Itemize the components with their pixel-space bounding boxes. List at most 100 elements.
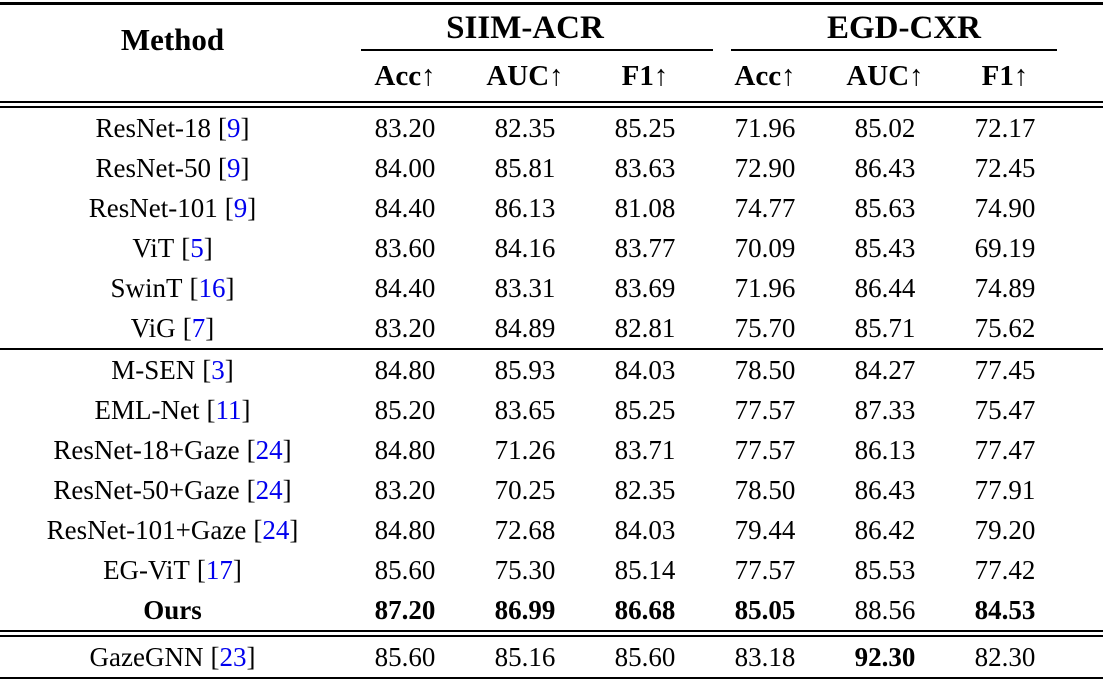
cite-bracket-close: ] [246,642,256,672]
method-label: ResNet-101+Gaze [46,515,247,545]
ours-double-rule [0,630,1103,637]
citation-link[interactable]: 23 [219,642,247,672]
metric-header-siim-acc: Acc↑ [374,59,436,92]
method-cell: ResNet-18+Gaze [24] [0,430,345,470]
method-cell: EG-ViT [17] [0,550,345,590]
method-label: ResNet-50 [95,153,211,183]
metric-cell: 84.40 [374,193,436,223]
citation-link[interactable]: 17 [205,555,233,585]
metric-cell: 69.19 [974,233,1036,263]
group-header-egd-cxr: EGD-CXR [705,5,1103,51]
metric-cell: 70.25 [494,475,556,505]
metric-header-egd-f1: F1↑ [981,59,1029,92]
method-cell: Ours [0,590,345,630]
method-cell: SwinT [16] [0,268,345,308]
cite-bracket-open: [ [181,233,191,263]
metric-header-siim-f1: F1↑ [621,59,669,92]
method-cell: ResNet-18 [9] [0,108,345,148]
metric-header-egd-auc: AUC↑ [846,59,924,92]
metric-cell: 83.71 [614,435,676,465]
metric-cell: 74.77 [734,193,796,223]
citation-link[interactable]: 16 [198,273,226,303]
metric-cell: 72.90 [734,153,796,183]
metric-cell: 85.93 [494,355,556,385]
table-row-emlnet: EML-Net [11] 85.20 83.65 85.25 77.57 87.3… [0,390,1103,430]
metric-header-row: Acc↑ AUC↑ F1↑ Acc↑ AUC↑ F1↑ [0,51,1103,101]
citation-link[interactable]: 11 [215,395,242,425]
method-column-header: Method [120,22,225,57]
metric-cell: 81.08 [614,193,676,223]
metric-cell: 84.03 [614,355,676,385]
metric-cell: 85.71 [854,313,916,343]
metric-cell: 85.53 [854,555,916,585]
metric-cell: 85.81 [494,153,556,183]
table-row-msen: M-SEN [3] 84.80 85.93 84.03 78.50 84.27 7… [0,350,1103,390]
metric-cell: 70.09 [734,233,796,263]
method-label: GazeGNN [89,642,204,672]
metric-cell: 86.13 [494,193,556,223]
metric-cell: 87.33 [854,395,916,425]
method-label: ResNet-18 [95,113,211,143]
metric-cell: 83.60 [374,233,436,263]
citation-link[interactable]: 5 [190,233,204,263]
metric-cell: 82.35 [494,113,556,143]
method-cell: ResNet-50 [9] [0,148,345,188]
citation-link[interactable]: 24 [255,475,283,505]
method-cell: GazeGNN [23] [0,637,345,677]
metric-cell: 84.27 [854,355,916,385]
metric-cell: 71.96 [734,273,796,303]
table-row-resnet18-gaze: ResNet-18+Gaze [24] 84.80 71.26 83.71 77.… [0,430,1103,470]
metric-cell: 85.25 [614,395,676,425]
metric-cell: 84.00 [374,153,436,183]
metric-cell: 86.13 [854,435,916,465]
metric-cell: 75.30 [494,555,556,585]
metric-cell: 86.68 [614,595,676,625]
metric-cell: 83.18 [734,642,796,672]
metric-cell: 74.89 [974,273,1036,303]
metric-cell: 83.20 [374,475,436,505]
method-label: Ours [143,595,202,625]
table-row-vit: ViT [5] 83.60 84.16 83.77 70.09 85.43 69.… [0,228,1103,268]
metric-cell: 83.63 [614,153,676,183]
metric-cell: 86.43 [854,475,916,505]
ours-separator-row [0,630,1103,637]
group-separator-row [0,348,1103,350]
table-row-resnet101: ResNet-101 [9] 84.40 86.13 81.08 74.77 85… [0,188,1103,228]
citation-link[interactable]: 9 [226,113,241,143]
metric-cell: 85.14 [614,555,676,585]
metric-cell: 85.60 [614,642,676,672]
metric-cell: 82.81 [614,313,676,343]
group-header-siim-acr: SIIM-ACR [345,5,713,51]
table-row-resnet50: ResNet-50 [9] 84.00 85.81 83.63 72.90 86.… [0,148,1103,188]
metric-cell: 86.42 [854,515,916,545]
header-separator-row [0,101,1103,108]
table-row-gazegnn: GazeGNN [23] 85.60 85.16 85.60 83.18 92.3… [0,637,1103,677]
citation-link[interactable]: 3 [211,355,225,385]
cite-bracket-close: ] [289,515,299,545]
citation-link[interactable]: 9 [226,153,241,183]
citation-link[interactable]: 7 [191,313,206,343]
method-cell: M-SEN [3] [0,350,345,390]
metric-header-egd-acc: Acc↑ [734,59,796,92]
metric-cell: 85.02 [854,113,916,143]
metric-cell: 86.43 [854,153,916,183]
metric-cell: 84.80 [374,515,436,545]
citation-link[interactable]: 9 [233,193,248,223]
metric-cell: 71.26 [494,435,556,465]
metric-cell: 85.43 [854,233,916,263]
cite-bracket-open: [ [202,355,212,385]
metric-cell: 77.57 [734,555,796,585]
metric-cell: 75.62 [974,313,1036,343]
metric-cell: 84.03 [614,515,676,545]
cite-bracket-close: ] [203,233,213,263]
method-cell: ResNet-101 [9] [0,188,345,228]
metric-cell: 74.90 [974,193,1036,223]
metric-cell: 72.45 [974,153,1036,183]
table-row-ours: Ours 87.20 86.99 86.68 85.05 88.56 84.53 [0,590,1103,630]
citation-link[interactable]: 24 [255,435,283,465]
method-label: ViG [130,313,176,343]
citation-link[interactable]: 24 [262,515,290,545]
metric-cell: 79.20 [974,515,1036,545]
metric-cell: 88.56 [854,595,916,625]
